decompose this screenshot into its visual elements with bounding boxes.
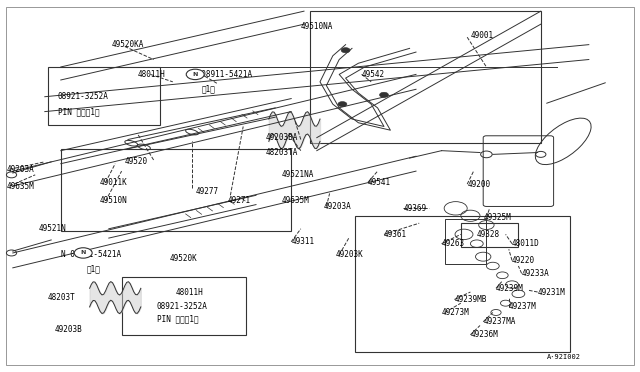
Text: （1）: （1） (202, 85, 216, 94)
Bar (310, 11, 541, 143)
Text: 49237MA: 49237MA (483, 317, 516, 326)
Text: N 08911-5421A: N 08911-5421A (192, 70, 252, 79)
Text: 49203A: 49203A (6, 165, 34, 174)
Text: 49237M: 49237M (509, 302, 536, 311)
Text: PIN ピン、1）: PIN ピン、1） (157, 315, 198, 324)
Text: 48011H: 48011H (138, 70, 165, 79)
Text: 48203T: 48203T (48, 293, 76, 302)
Text: 49521NA: 49521NA (282, 170, 314, 179)
Circle shape (186, 69, 204, 80)
Text: 49263: 49263 (442, 239, 465, 248)
Text: 49277: 49277 (195, 187, 218, 196)
Text: 48011D: 48011D (512, 239, 540, 248)
Text: 49203BA: 49203BA (266, 133, 298, 142)
Bar (122, 277, 246, 335)
Text: 49520KA: 49520KA (112, 40, 145, 49)
Text: 08921-3252A: 08921-3252A (157, 302, 207, 311)
Circle shape (74, 248, 92, 258)
Text: 49361: 49361 (384, 230, 407, 239)
Text: 48203TA: 48203TA (266, 148, 298, 157)
Text: 49311: 49311 (291, 237, 314, 246)
Text: A·92I002: A·92I002 (547, 354, 581, 360)
Text: 49001: 49001 (470, 31, 493, 40)
Text: 49369: 49369 (403, 204, 426, 213)
Text: 49203B: 49203B (54, 325, 82, 334)
Text: 49521N: 49521N (38, 224, 66, 233)
Text: 49520: 49520 (125, 157, 148, 166)
Text: 49510NA: 49510NA (301, 22, 333, 31)
Text: 49271: 49271 (227, 196, 250, 205)
Text: 49236M: 49236M (470, 330, 498, 339)
Text: 49200: 49200 (467, 180, 490, 189)
Text: N 08911-5421A: N 08911-5421A (61, 250, 121, 259)
Text: 49520K: 49520K (170, 254, 197, 263)
Text: 08921-3252A: 08921-3252A (58, 92, 108, 101)
Text: 49325M: 49325M (483, 213, 511, 222)
Text: （1）: （1） (86, 264, 100, 273)
Text: 49542: 49542 (362, 70, 385, 79)
Text: 49231M: 49231M (538, 288, 565, 296)
Text: 49203K: 49203K (336, 250, 364, 259)
Text: 49541: 49541 (368, 178, 391, 187)
Bar (461, 223, 518, 247)
Text: 49203A: 49203A (323, 202, 351, 211)
Text: 49220: 49220 (512, 256, 535, 265)
Text: PIN ピン、1）: PIN ピン、1） (58, 107, 99, 116)
Bar (355, 216, 570, 352)
Text: N: N (193, 72, 198, 77)
Bar (48, 67, 160, 125)
Text: 49239M: 49239M (496, 284, 524, 293)
Bar (61, 149, 291, 231)
Bar (445, 219, 486, 264)
Circle shape (341, 48, 350, 53)
Text: 49273M: 49273M (442, 308, 469, 317)
Text: 49011K: 49011K (99, 178, 127, 187)
Text: 49510N: 49510N (99, 196, 127, 205)
Text: 48011H: 48011H (176, 288, 204, 296)
Text: 49635M: 49635M (282, 196, 309, 205)
Text: 49635M: 49635M (6, 182, 34, 190)
Text: 49233A: 49233A (522, 269, 549, 278)
Text: 49239MB: 49239MB (454, 295, 487, 304)
Text: 49328: 49328 (477, 230, 500, 239)
Circle shape (380, 92, 388, 97)
Circle shape (338, 102, 347, 107)
Text: N: N (81, 250, 86, 256)
